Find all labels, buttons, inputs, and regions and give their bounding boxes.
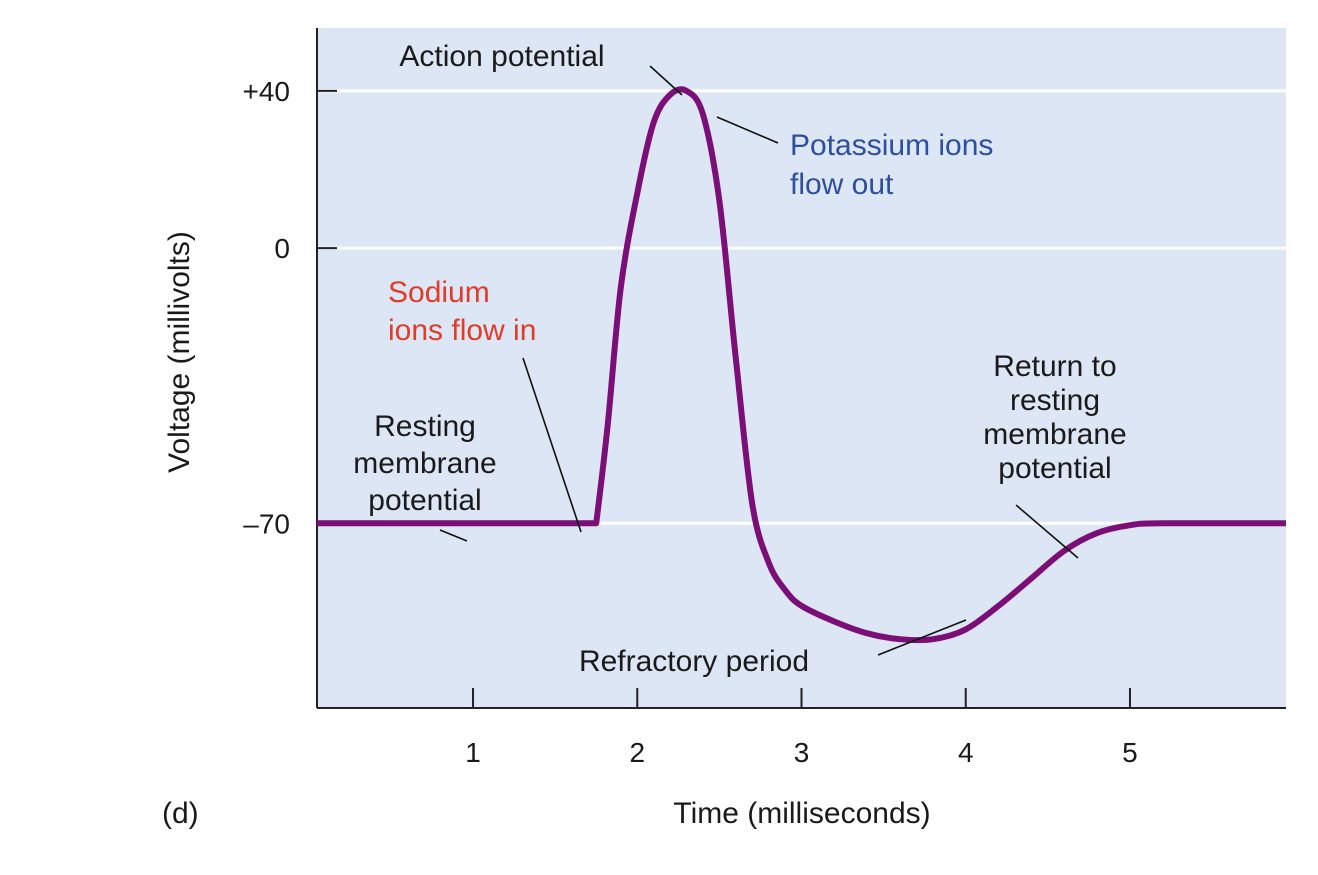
- annotation-line: Resting: [374, 410, 476, 443]
- annotation-action-potential: Action potential: [399, 40, 604, 73]
- leader-line-potassium: [716, 116, 779, 144]
- leader-line-resting: [439, 529, 468, 542]
- annotation-resting: Resting membrane potential: [353, 410, 496, 517]
- membrane-potential-curve: [317, 86, 1286, 644]
- leader-line-refractory: [877, 619, 967, 656]
- y-tick-label: +40: [243, 76, 291, 107]
- annotation-leader-lines: [439, 65, 1079, 656]
- annotation-line: potential: [998, 452, 1111, 485]
- leader-line-action-potential: [649, 65, 683, 96]
- y-tick-label: –70: [243, 508, 290, 539]
- leader-line-sodium: [522, 357, 582, 533]
- annotation-refractory: Refractory period: [579, 645, 809, 678]
- annotation-line: Sodium: [388, 276, 490, 309]
- x-tick-label: 1: [465, 737, 481, 768]
- leader-line-return: [1015, 504, 1079, 559]
- panel-label: (d): [162, 797, 199, 830]
- x-tick-label: 5: [1122, 737, 1138, 768]
- annotation-line: ions flow in: [388, 314, 536, 347]
- plot-background: [317, 28, 1286, 708]
- x-axis-label: Time (milliseconds): [673, 797, 930, 830]
- annotation-line: membrane: [983, 418, 1126, 451]
- annotation-line: membrane: [353, 447, 496, 480]
- annotation-line: Refractory period: [579, 645, 809, 678]
- annotation-line: potential: [368, 484, 481, 517]
- y-axis-label: Voltage (millivolts): [163, 231, 196, 473]
- annotation-potassium: Potassium ions flow out: [790, 129, 993, 201]
- y-tick-label: 0: [274, 233, 290, 264]
- x-tick-label: 3: [794, 737, 810, 768]
- annotation-line: Potassium ions: [790, 129, 993, 162]
- x-tick-label: 2: [629, 737, 645, 768]
- x-tick-label: 4: [958, 737, 974, 768]
- annotation-line: Return to: [993, 350, 1116, 383]
- annotations: Action potential Potassium ions flow out So…: [353, 40, 1126, 678]
- axes: [316, 28, 1286, 709]
- annotation-line: flow out: [790, 168, 894, 201]
- annotation-line: Action potential: [399, 40, 604, 73]
- annotation-sodium: Sodium ions flow in: [388, 276, 536, 347]
- tick-labels: +40 0 –70 1 2 3 4 5: [243, 76, 1138, 768]
- annotation-line: resting: [1010, 384, 1100, 417]
- annotation-return: Return to resting membrane potential: [983, 350, 1126, 485]
